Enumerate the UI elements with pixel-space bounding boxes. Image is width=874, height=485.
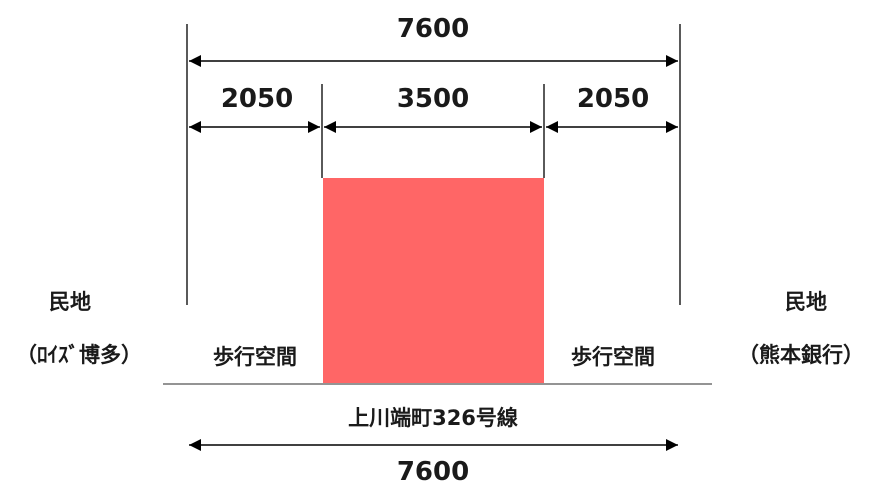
right-owner-label: （熊本銀行）: [738, 343, 864, 367]
dimension-total-bottom: 7600: [397, 457, 469, 485]
right-walkway-label: 歩行空間: [571, 345, 655, 369]
right-property-label: 民地: [785, 290, 827, 314]
dimension-total-top: 7600: [397, 14, 469, 44]
center-block: [323, 178, 544, 383]
left-property-label: 民地: [49, 290, 91, 314]
road-name-label: 上川端町326号線: [348, 406, 518, 430]
dimension-right: 2050: [577, 84, 649, 114]
dimension-center: 3500: [397, 84, 469, 114]
left-owner-label: （ﾛｲｽﾞ博多）: [16, 343, 142, 367]
left-walkway-label: 歩行空間: [213, 345, 297, 369]
dimension-left: 2050: [221, 84, 293, 114]
